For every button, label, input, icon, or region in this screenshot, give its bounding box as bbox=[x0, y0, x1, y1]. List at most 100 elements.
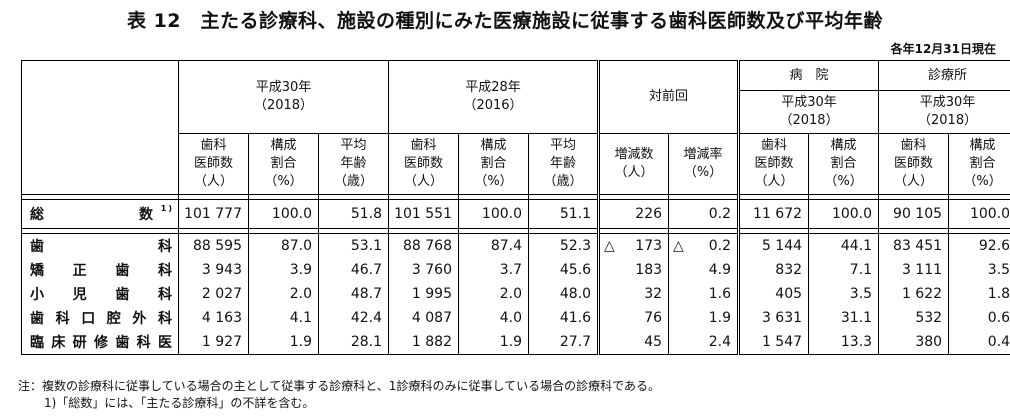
table-cell: 48.0 bbox=[527, 282, 600, 306]
table-cell: 28.1 bbox=[318, 330, 389, 355]
table-cell: △ 0.2 bbox=[668, 233, 740, 258]
header-2018: 平成30年 （2018） bbox=[178, 60, 389, 134]
table-row: 臨床研修歯科医 1 927 1.9 28.1 1 882 1.9 27.7 45 2.4 1 54… bbox=[21, 330, 1010, 355]
table-cell: 832 bbox=[737, 258, 810, 282]
total-cell: 100.0 bbox=[248, 199, 319, 229]
table-cell: 87.4 bbox=[458, 233, 529, 258]
header-2016: 平成28年 （2016） bbox=[387, 60, 600, 134]
table-cell: 3.9 bbox=[248, 258, 319, 282]
table-cell: 2.4 bbox=[668, 330, 740, 355]
total-cell: 100.0 bbox=[948, 199, 1010, 229]
table-cell: 1.9 bbox=[668, 306, 740, 330]
header-clinic: 診療所 bbox=[878, 60, 1010, 91]
table-cell: 41.6 bbox=[527, 306, 600, 330]
table-cell: 1.9 bbox=[458, 330, 529, 355]
table-cell: △ 173 bbox=[597, 233, 670, 258]
table-cell: 27.7 bbox=[527, 330, 600, 355]
table-row: 歯科口腔外科 4 163 4.1 42.4 4 087 4.0 41.6 76 1.9 3 631… bbox=[21, 306, 1010, 330]
total-cell: 11 672 bbox=[737, 199, 810, 229]
total-cell: 51.8 bbox=[318, 199, 389, 229]
col-dentists: 歯科 医師数 （人） bbox=[388, 133, 459, 195]
table-cell: 3 111 bbox=[878, 258, 950, 282]
col-dentists: 歯科 医師数 （人） bbox=[878, 133, 950, 195]
table-cell: 45.6 bbox=[527, 258, 600, 282]
table-cell: 4.9 bbox=[668, 258, 740, 282]
table-cell: 183 bbox=[597, 258, 670, 282]
table-cell: 3.5 bbox=[948, 258, 1010, 282]
col-ratio: 構成 割合 （%） bbox=[808, 133, 880, 195]
table-cell: 76 bbox=[597, 306, 670, 330]
table-cell: 1 547 bbox=[737, 330, 810, 355]
row-label: 歯 科 bbox=[21, 233, 179, 258]
table-cell: 1.6 bbox=[668, 282, 740, 306]
table-cell: 1 882 bbox=[388, 330, 459, 355]
total-cell: 101 777 bbox=[178, 199, 249, 229]
col-dentists: 歯科 医師数 （人） bbox=[737, 133, 810, 195]
dentists-table: 平成30年 （2018） 平成28年 （2016） 対前回 病 院 診療所 平成30… bbox=[21, 60, 1010, 355]
col-ratio: 構成 割合 （%） bbox=[248, 133, 319, 195]
table-cell: 5 144 bbox=[737, 233, 810, 258]
table-cell: 2.0 bbox=[248, 282, 319, 306]
total-cell: 100.0 bbox=[458, 199, 529, 229]
table-cell: 32 bbox=[597, 282, 670, 306]
total-cell: 0.2 bbox=[668, 199, 740, 229]
col-age: 平均 年齢 （歳） bbox=[318, 133, 389, 195]
row-label-total: 総 数1) bbox=[21, 199, 179, 229]
table-cell: 52.3 bbox=[527, 233, 600, 258]
total-cell: 51.1 bbox=[527, 199, 600, 229]
negative-mark: △ bbox=[673, 238, 684, 254]
table-cell: 44.1 bbox=[808, 233, 880, 258]
table-cell: 1.9 bbox=[248, 330, 319, 355]
table-title: 表 12 主たる診療科、施設の種別にみた医療施設に従事する歯科医師数及び平均年齢 bbox=[126, 10, 884, 32]
table-cell: 42.4 bbox=[318, 306, 389, 330]
table-cell: 405 bbox=[737, 282, 810, 306]
col-ratio: 構成 割合 （%） bbox=[458, 133, 529, 195]
table-cell: 1 995 bbox=[388, 282, 459, 306]
table-cell: 3 631 bbox=[737, 306, 810, 330]
col-dentists: 歯科 医師数 （人） bbox=[178, 133, 249, 195]
table-cell: 532 bbox=[878, 306, 950, 330]
table-cell: 1.8 bbox=[948, 282, 1010, 306]
table-cell: 4.0 bbox=[458, 306, 529, 330]
table-cell: 83 451 bbox=[878, 233, 950, 258]
table-cell: 13.3 bbox=[808, 330, 880, 355]
table-cell: 3 943 bbox=[178, 258, 249, 282]
table-cell: 46.7 bbox=[318, 258, 389, 282]
table-cell: 92.6 bbox=[948, 233, 1010, 258]
row-label: 歯科口腔外科 bbox=[21, 306, 179, 330]
header-hospital-year: 平成30年 （2018） bbox=[737, 90, 880, 134]
header-hospital: 病 院 bbox=[737, 60, 880, 91]
col-inc-num: 増減数 （人） bbox=[597, 133, 670, 195]
total-cell: 226 bbox=[597, 199, 670, 229]
table-cell: 2.0 bbox=[458, 282, 529, 306]
col-ratio: 構成 割合 （%） bbox=[948, 133, 1010, 195]
table-cell: 0.4 bbox=[948, 330, 1010, 355]
table-cell: 7.1 bbox=[808, 258, 880, 282]
table-cell: 48.7 bbox=[318, 282, 389, 306]
table-cell: 3.5 bbox=[808, 282, 880, 306]
table-cell: 45 bbox=[597, 330, 670, 355]
table-cell: 1 622 bbox=[878, 282, 950, 306]
table-cell: 31.1 bbox=[808, 306, 880, 330]
as-of-date: 各年12月31日現在 bbox=[890, 42, 996, 56]
table-cell: 4 087 bbox=[388, 306, 459, 330]
corner-cell bbox=[21, 60, 179, 195]
table-cell: 380 bbox=[878, 330, 950, 355]
table-cell: 3 760 bbox=[388, 258, 459, 282]
table-cell: 3.7 bbox=[458, 258, 529, 282]
negative-mark: △ bbox=[604, 238, 615, 254]
table-cell: 4.1 bbox=[248, 306, 319, 330]
header-change: 対前回 bbox=[597, 60, 740, 134]
row-label: 矯 正 歯 科 bbox=[21, 258, 179, 282]
table-cell: 4 163 bbox=[178, 306, 249, 330]
total-cell: 100.0 bbox=[808, 199, 880, 229]
row-label: 小 児 歯 科 bbox=[21, 282, 179, 306]
note-main: 注：複数の診療科に従事している場合の主として従事する診療科と、1診療科のみに従事… bbox=[18, 379, 660, 393]
table-cell: 2 027 bbox=[178, 282, 249, 306]
table-cell: 53.1 bbox=[318, 233, 389, 258]
table-cell: 0.6 bbox=[948, 306, 1010, 330]
col-inc-rate: 増減率 （%） bbox=[668, 133, 740, 195]
header-clinic-year: 平成30年 （2018） bbox=[878, 90, 1010, 134]
total-cell: 101 551 bbox=[388, 199, 459, 229]
